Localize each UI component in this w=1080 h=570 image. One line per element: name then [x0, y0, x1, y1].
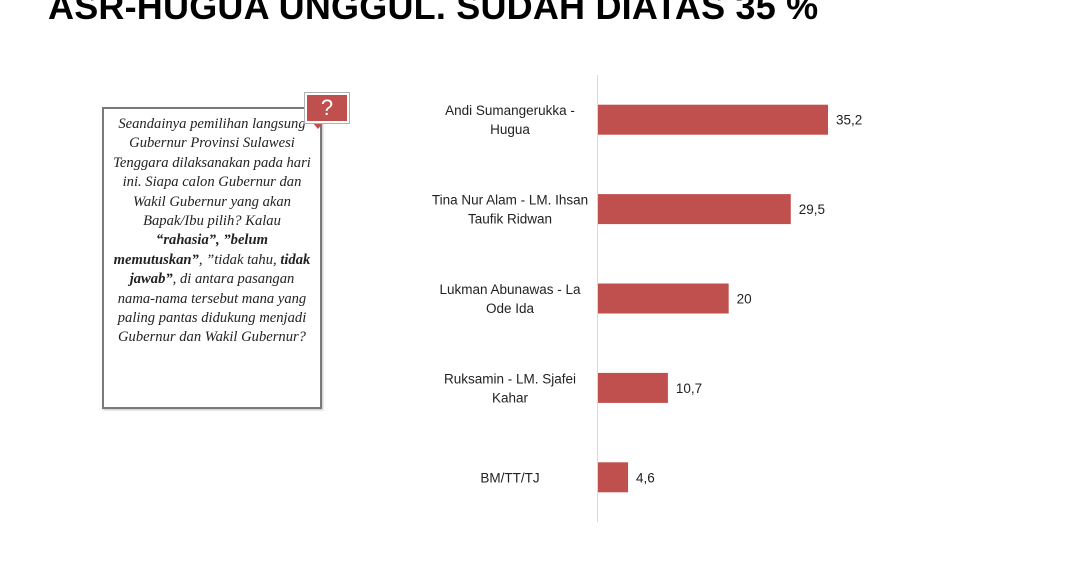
data-label: 35,2: [836, 113, 862, 128]
question-badge-tail: [312, 122, 324, 129]
data-label: 4,6: [636, 470, 655, 485]
bar: [598, 462, 629, 493]
category-label-line: Tina Nur Alam - LM. Ihsan: [432, 193, 588, 208]
category-label-line: Taufik Ridwan: [468, 212, 552, 227]
bars-layer: [598, 104, 828, 493]
category-label-line: Ruksamin - LM. Sjafei: [444, 371, 576, 386]
category-label-line: Ode Ida: [486, 301, 535, 316]
labels-layer: 35,2 Andi Sumangerukka - Hugua 29,5 Tina Nur…: [432, 103, 862, 485]
bar: [598, 194, 791, 225]
category-label-line: Hugua: [490, 122, 530, 137]
data-label: 10,7: [676, 381, 702, 396]
bar: [598, 104, 828, 135]
category-label-line: Lukman Abunawas - La: [439, 282, 581, 297]
category-label: Andi Sumangerukka - Hugua: [445, 103, 575, 137]
category-label: BM/TT/TJ: [480, 470, 539, 485]
question-text-part3: , di antara pasangan nama-nama tersebut …: [117, 271, 307, 346]
question-mark-icon: ?: [305, 93, 349, 123]
question-box: Seandainya pemilihan langsung Gubernur P…: [102, 107, 322, 409]
category-label: Tina Nur Alam - LM. Ihsan Taufik Ridwan: [432, 193, 588, 227]
data-label: 20: [737, 292, 752, 307]
question-text-part1: Seandainya pemilihan langsung Gubernur P…: [113, 116, 311, 230]
category-label-line: Andi Sumangerukka -: [445, 103, 575, 118]
question-text-part2: , ”tidak tahu,: [198, 251, 281, 268]
question-text-bold2: tidak jawab”: [129, 251, 311, 288]
category-label: Ruksamin - LM. Sjafei Kahar: [444, 371, 576, 405]
question-text: Seandainya pemilihan langsung Gubernur P…: [110, 115, 314, 348]
category-label-line: BM/TT/TJ: [480, 470, 539, 485]
bar: [598, 283, 729, 314]
bar: [598, 372, 668, 403]
category-label-line: Kahar: [492, 390, 529, 405]
data-label: 29,5: [799, 202, 825, 217]
question-text-bold1: “rahasia”, ”belum memutuskan”: [113, 232, 268, 268]
page-title: ASR-HUGUA UNGGUL. SUDAH DIATAS 35 %: [48, 0, 819, 27]
category-label: Lukman Abunawas - La Ode Ida: [439, 282, 581, 316]
